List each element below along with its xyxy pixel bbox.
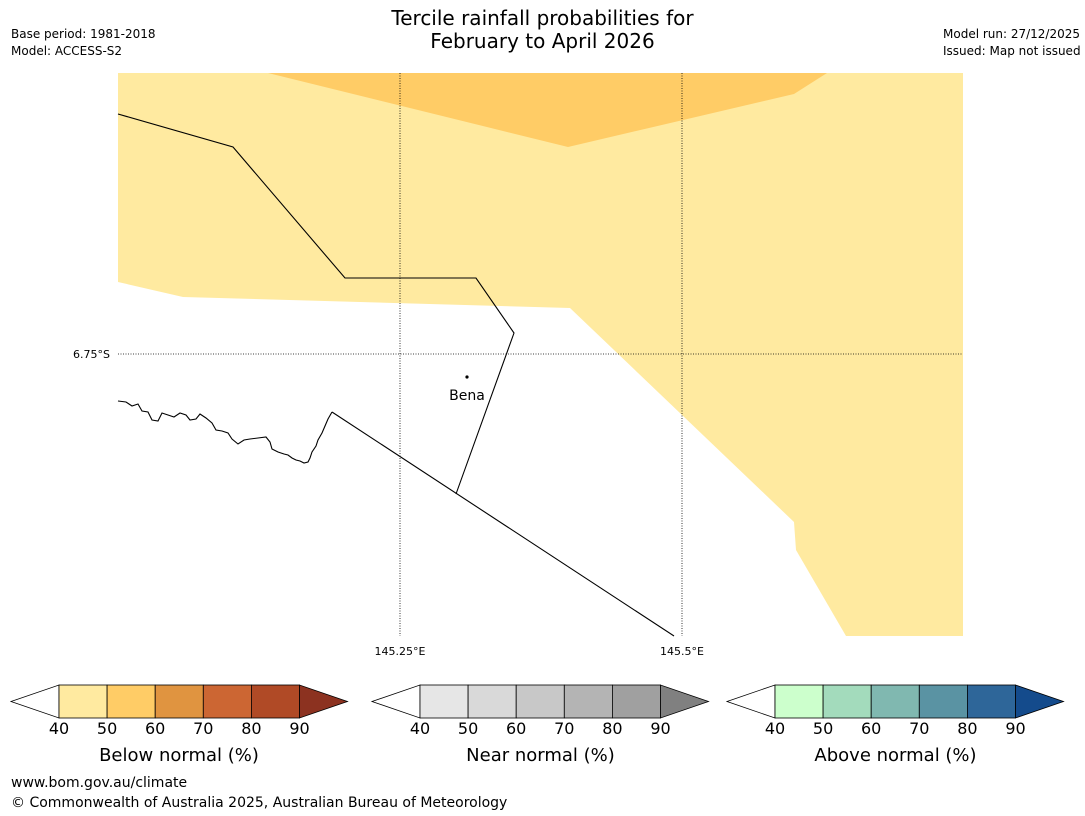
model-name: Model: ACCESS-S2 — [11, 44, 123, 58]
near-normal-tick-label: 60 — [506, 719, 527, 738]
map-title: Tercile rainfall probabilities for Febru… — [0, 7, 1085, 53]
title-line-1: Tercile rainfall probabilities for — [391, 6, 694, 30]
above-normal-tick-label: 60 — [861, 719, 882, 738]
near-normal-colorbar-low-extend — [370, 684, 421, 719]
header-left-meta: Base period: 1981-2018 Model: ACCESS-S2 — [11, 26, 156, 60]
near-normal-colorbar-segment — [563, 684, 613, 719]
above-normal-colorbar-segment — [822, 684, 872, 719]
below-normal-colorbar-segment — [106, 684, 156, 719]
below-normal-colorbar-segment — [154, 684, 204, 719]
above-normal-tick-label: 40 — [764, 719, 786, 738]
below-normal-tick-label: 40 — [48, 719, 70, 738]
above-normal-tick-label: 90 — [1005, 719, 1026, 738]
below-normal-colorbar-segment — [250, 684, 300, 719]
below-normal-tick-label: 80 — [241, 719, 262, 738]
above-normal-colorbar-segment — [967, 684, 1016, 719]
above-normal-colorbar-segment — [918, 684, 968, 719]
below-normal-50-60-region — [268, 73, 827, 147]
title-line-2: February to April 2026 — [430, 29, 655, 53]
model-run: Model run: 27/12/2025 — [943, 27, 1081, 41]
below-normal-tick-label: 50 — [96, 719, 118, 738]
above-normal-colorbar-high-extend — [1015, 684, 1065, 719]
bena-marker — [465, 375, 469, 379]
colorbar-legends — [9, 684, 1065, 719]
bena-label: Bena — [449, 388, 485, 404]
near-normal-tick-label: 80 — [602, 719, 623, 738]
below-normal-colorbar-high-extend — [299, 684, 349, 719]
below-normal-tick-label: 60 — [145, 719, 166, 738]
near-normal-tick-label: 70 — [554, 719, 575, 738]
longitude-label: 145.25°E — [375, 645, 426, 658]
base-period: Base period: 1981-2018 — [11, 27, 156, 41]
district-boundary — [117, 113, 515, 495]
near-normal-colorbar-segment — [612, 684, 661, 719]
near-normal-colorbar-segment — [419, 684, 469, 719]
above-normal-tick-label: 50 — [812, 719, 834, 738]
copyright-notice: © Commonwealth of Australia 2025, Austra… — [11, 795, 508, 811]
latitude-label: 6.75°S — [73, 348, 110, 361]
near-normal-tick-label: 40 — [409, 719, 431, 738]
near-normal-tick-label: 90 — [650, 719, 671, 738]
below-normal-tick-label: 90 — [289, 719, 310, 738]
bom-url[interactable]: www.bom.gov.au/climate — [11, 775, 188, 791]
above-normal-colorbar-low-extend — [725, 684, 776, 719]
above-normal-tick-label: 80 — [957, 719, 978, 738]
below-normal-label: Below normal (%) — [99, 745, 259, 766]
near-normal-label: Near normal (%) — [466, 745, 615, 766]
below-normal-colorbar-segment — [202, 684, 252, 719]
district-boundary — [331, 411, 675, 637]
river-coastline — [117, 400, 333, 464]
below-normal-colorbar-segment — [58, 684, 108, 719]
near-normal-colorbar-segment — [515, 684, 565, 719]
below-normal-40-50-region — [118, 73, 963, 636]
near-normal-colorbar-high-extend — [660, 684, 710, 719]
below-normal-tick-label: 70 — [193, 719, 214, 738]
above-normal-colorbar-segment — [870, 684, 920, 719]
above-normal-tick-label: 70 — [909, 719, 930, 738]
longitude-label: 145.5°E — [660, 645, 704, 658]
near-normal-tick-label: 50 — [457, 719, 479, 738]
below-normal-colorbar-low-extend — [9, 684, 60, 719]
issued-status: Issued: Map not issued — [943, 44, 1081, 58]
near-normal-colorbar-segment — [467, 684, 517, 719]
above-normal-label: Above normal (%) — [814, 745, 977, 766]
header-right-meta: Model run: 27/12/2025 Issued: Map not is… — [943, 26, 1081, 60]
above-normal-colorbar-segment — [774, 684, 824, 719]
